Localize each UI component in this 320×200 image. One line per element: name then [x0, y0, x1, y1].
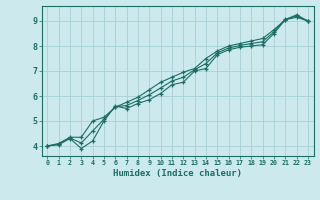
X-axis label: Humidex (Indice chaleur): Humidex (Indice chaleur): [113, 169, 242, 178]
